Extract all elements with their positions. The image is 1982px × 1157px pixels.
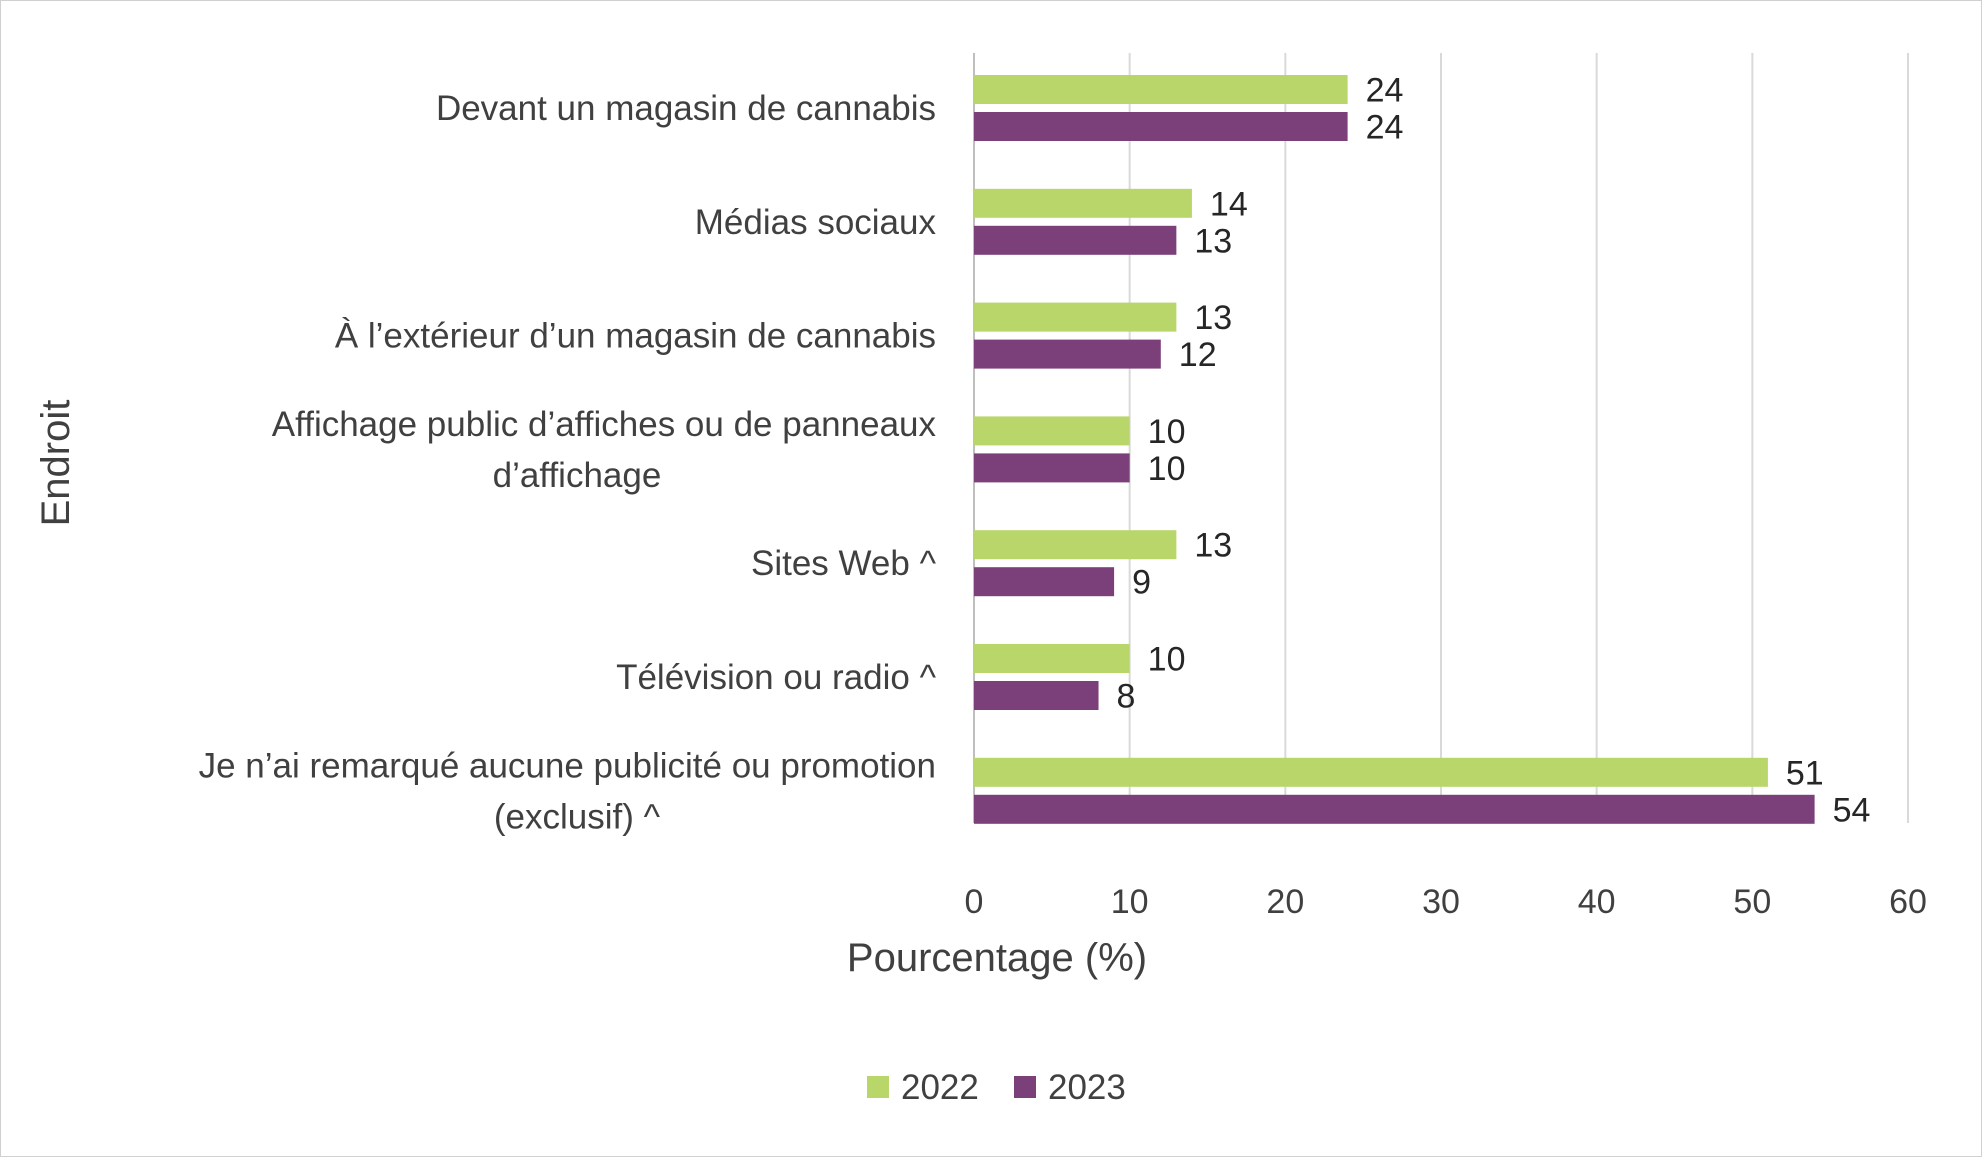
category-label-line: d’affichage [493, 456, 662, 495]
legend: 2022 2023 [867, 1068, 1126, 1107]
bar-2023 [974, 339, 1161, 369]
y-axis-title: Endroit [34, 400, 78, 527]
x-tick-label: 40 [1578, 883, 1616, 921]
category-label: Sites Web ^ [751, 544, 937, 583]
data-label-2022: 10 [1148, 413, 1186, 451]
x-tick-label: 0 [965, 883, 984, 921]
legend-label-2023: 2023 [1048, 1068, 1126, 1107]
bar-2022 [974, 530, 1177, 560]
data-label-2023: 10 [1148, 450, 1186, 488]
x-tick-labels: 0 10 20 30 40 50 60 [965, 883, 1927, 921]
data-label-2023: 54 [1833, 791, 1871, 829]
bar-2023 [974, 225, 1177, 255]
category-label-line: Médias sociaux [695, 203, 937, 242]
legend-swatch-2023 [1014, 1076, 1036, 1098]
category-label-line: À l’extérieur d’un magasin de cannabis [335, 317, 936, 356]
category-label: Médias sociaux [695, 203, 937, 242]
category-labels: Devant un magasin de cannabis Médias soci… [199, 89, 937, 836]
category-label-line: Affichage public d’affiches ou de pannea… [272, 405, 937, 444]
bar-2022 [974, 416, 1130, 446]
data-label-2022: 13 [1194, 527, 1232, 565]
gridlines [973, 53, 1909, 823]
data-label-2022: 24 [1366, 72, 1404, 110]
data-label-2023: 12 [1179, 336, 1217, 374]
x-axis-title: Pourcentage (%) [847, 936, 1147, 980]
category-label: À l’extérieur d’un magasin de cannabis [335, 317, 936, 356]
bar-2023 [974, 794, 1815, 824]
x-tick-label: 50 [1733, 883, 1771, 921]
legend-label-2022: 2022 [901, 1068, 979, 1107]
bar-2022 [974, 188, 1192, 218]
bar-2023 [974, 453, 1130, 483]
bar-2023 [974, 567, 1115, 597]
category-label-line: (exclusif) ^ [494, 797, 661, 836]
data-label-2022: 13 [1194, 299, 1232, 337]
x-tick-label: 20 [1266, 883, 1304, 921]
category-label-line: Je n’ai remarqué aucune publicité ou pro… [199, 746, 936, 785]
data-label-2023: 9 [1132, 564, 1151, 602]
data-label-2022: 10 [1148, 641, 1186, 679]
x-tick-label: 30 [1422, 883, 1460, 921]
category-label: Affichage public d’affiches ou de pannea… [272, 405, 937, 495]
legend-swatch-2022 [867, 1076, 889, 1098]
bar-2023 [974, 681, 1099, 710]
category-label-line: Sites Web ^ [751, 544, 937, 583]
category-label: Je n’ai remarqué aucune publicité ou pro… [199, 746, 936, 836]
category-label-line: Devant un magasin de cannabis [436, 89, 936, 128]
category-label-line: Télévision ou radio ^ [616, 658, 936, 697]
x-tick-label: 60 [1889, 883, 1927, 921]
bar-2022 [974, 302, 1177, 332]
category-label: Télévision ou radio ^ [616, 658, 936, 697]
data-label-2023: 13 [1194, 222, 1232, 260]
data-label-2023: 8 [1117, 678, 1136, 716]
x-tick-label: 10 [1111, 883, 1149, 921]
bar-2022 [974, 644, 1130, 673]
bar-2022 [974, 757, 1768, 787]
data-label-2022: 14 [1210, 185, 1248, 223]
bar-2023 [974, 112, 1348, 141]
bar-2022 [974, 75, 1348, 104]
data-label-2023: 24 [1366, 109, 1404, 147]
category-label: Devant un magasin de cannabis [436, 89, 936, 128]
data-label-2022: 51 [1786, 754, 1824, 792]
bars [974, 75, 1815, 824]
